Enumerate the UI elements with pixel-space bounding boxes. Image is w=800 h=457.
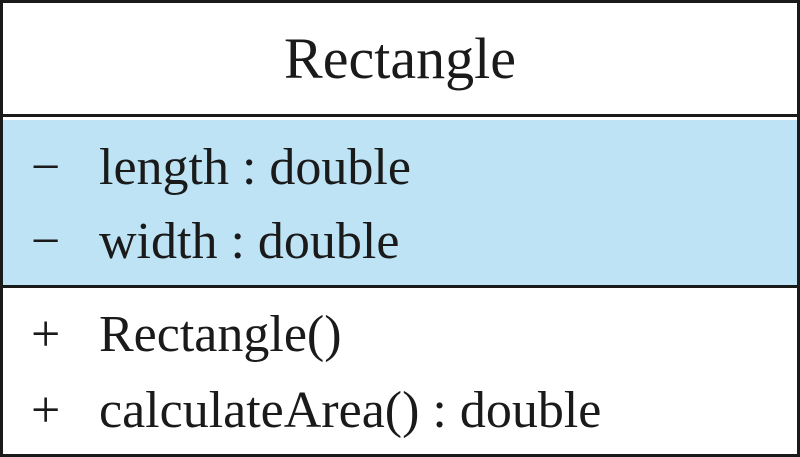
operation-text: Rectangle() xyxy=(99,306,342,363)
public-visibility-marker: + xyxy=(31,382,61,439)
attribute-text: length : double xyxy=(99,139,411,196)
operation-row-constructor: + Rectangle() xyxy=(31,309,342,361)
operations-compartment: + Rectangle() + calculateArea() : double xyxy=(3,291,797,454)
class-name: Rectangle xyxy=(284,25,516,91)
operation-row-calculate-area: + calculateArea() : double xyxy=(31,385,601,437)
private-visibility-marker: − xyxy=(31,213,61,270)
class-name-compartment: Rectangle xyxy=(3,3,797,117)
public-visibility-marker: + xyxy=(31,306,61,363)
private-visibility-marker: − xyxy=(31,139,61,196)
operation-text: calculateArea() : double xyxy=(99,382,602,439)
attribute-row-width: − width : double xyxy=(31,216,399,268)
attribute-text: width : double xyxy=(99,213,400,270)
attributes-compartment: − length : double − width : double xyxy=(3,120,797,288)
attribute-row-length: − length : double xyxy=(31,142,411,194)
